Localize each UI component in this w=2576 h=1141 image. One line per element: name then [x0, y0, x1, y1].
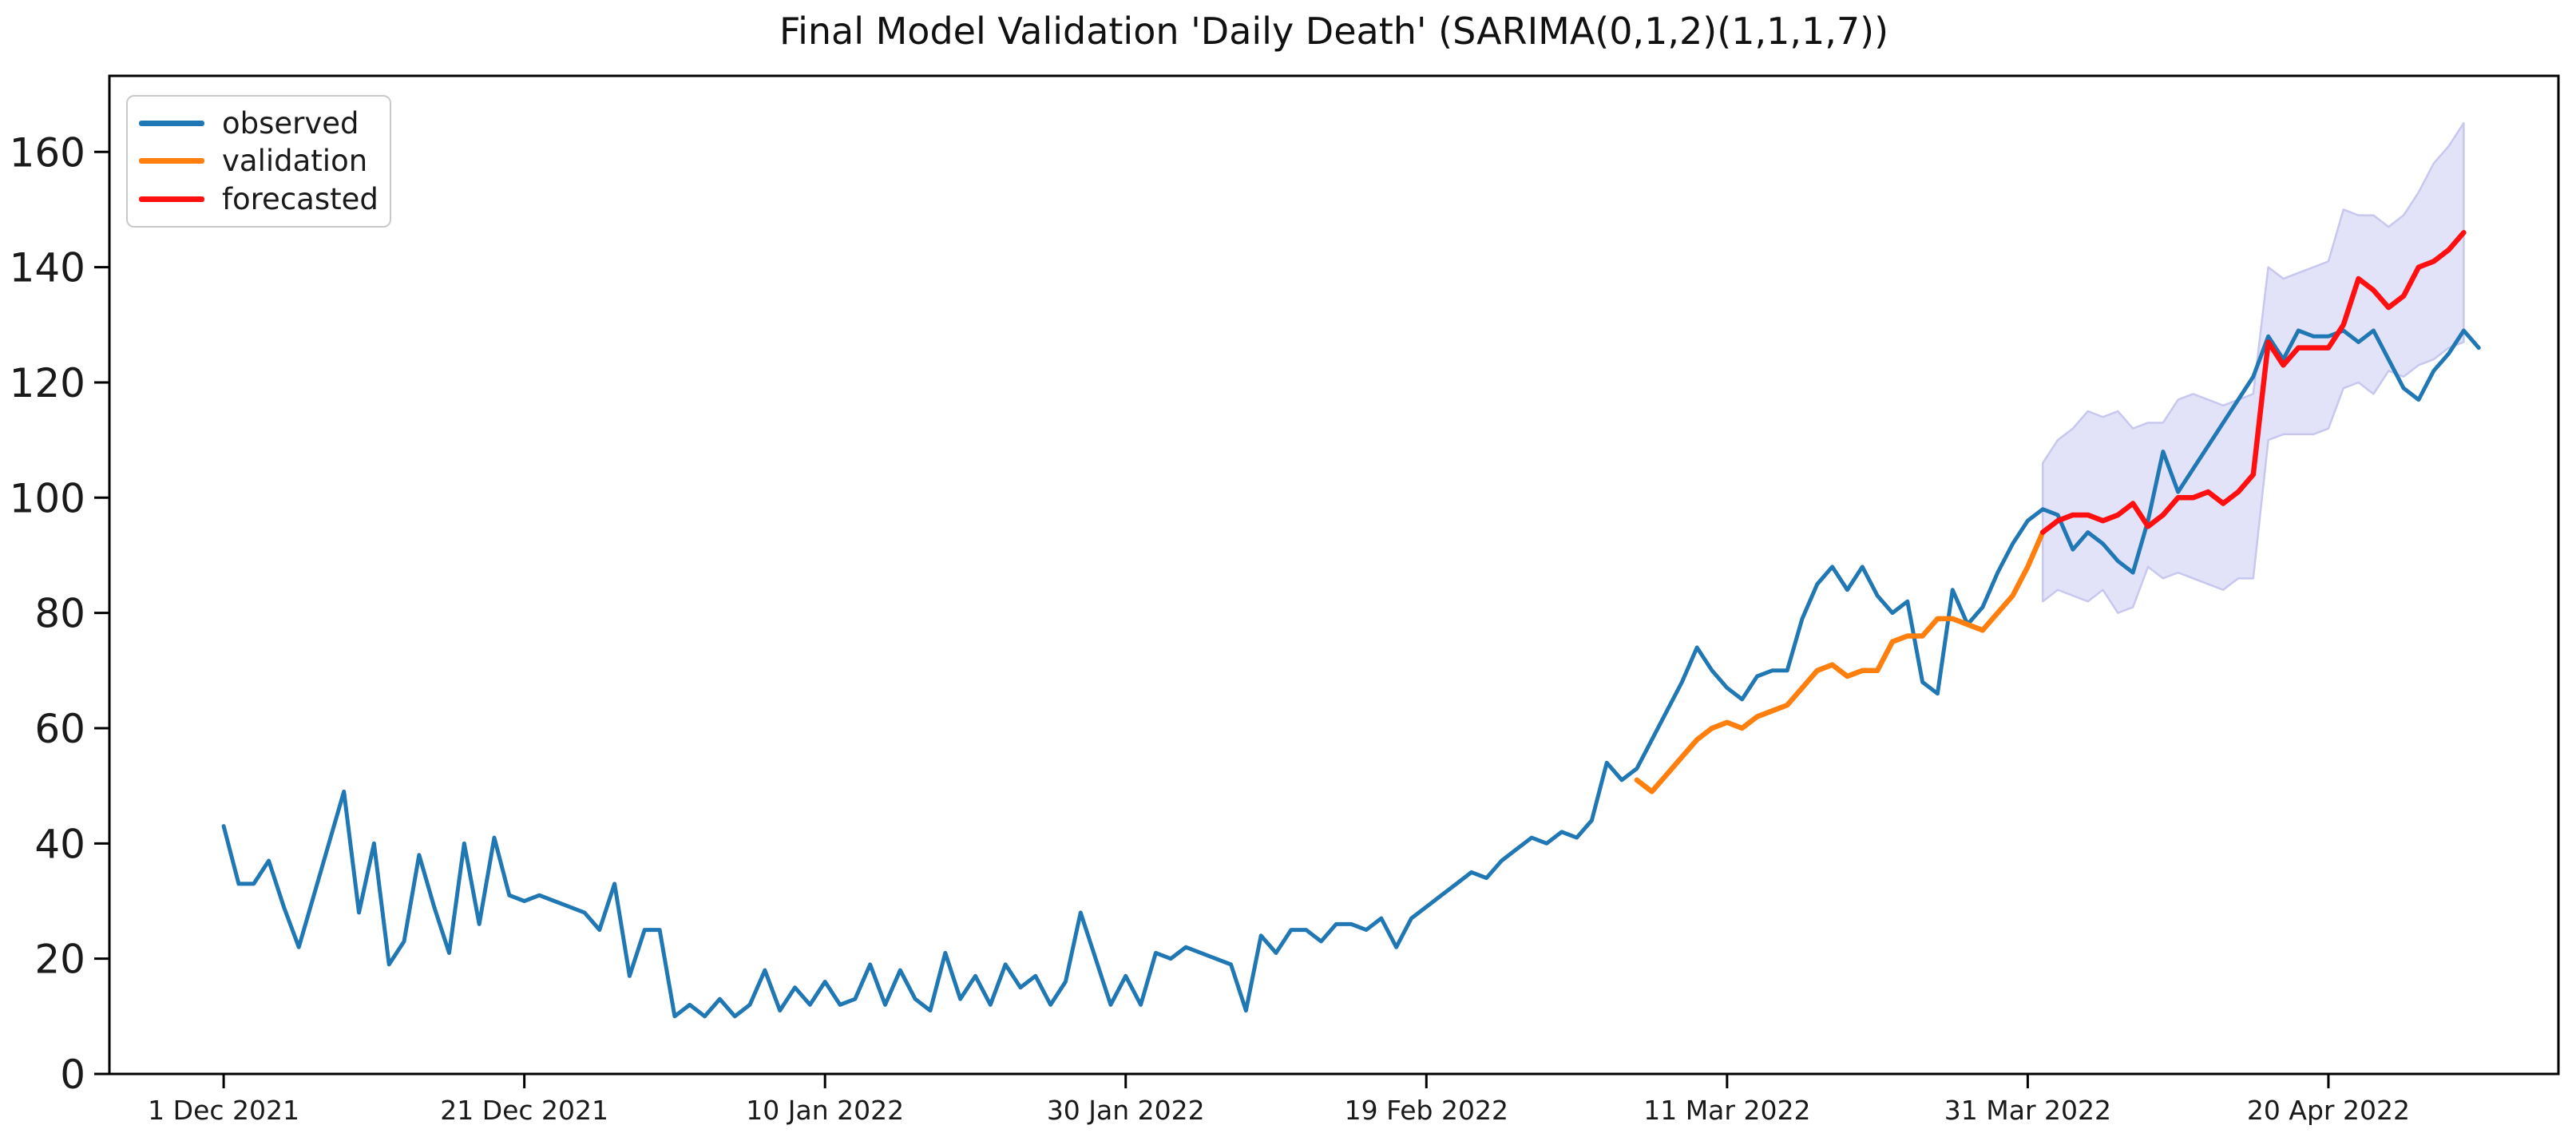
chart-title: Final Model Validation 'Daily Death' (SA…: [779, 10, 1889, 53]
validation-line-swatch: [139, 158, 204, 164]
x-tick-label: 21 Dec 2021: [440, 1095, 608, 1126]
y-tick-label: 140: [10, 245, 85, 291]
legend-item-observed: observed: [139, 109, 385, 138]
legend-label-observed: observed: [222, 106, 359, 141]
y-tick-label: 120: [10, 360, 85, 406]
observed-line-swatch: [139, 121, 204, 127]
y-tick-label: 20: [34, 937, 85, 983]
x-tick-label: 31 Mar 2022: [1944, 1095, 2111, 1126]
y-tick-label: 160: [10, 129, 85, 176]
confidence-band: [2041, 121, 2465, 614]
legend-item-forecasted: forecasted: [139, 184, 385, 214]
x-tick-label: 30 Jan 2022: [1047, 1095, 1205, 1126]
observed-line: [221, 328, 2481, 1019]
y-tick-label: 100: [10, 475, 85, 521]
forecasted-line: [2039, 230, 2467, 535]
plot-frame: [108, 74, 2560, 1076]
y-tick-label: 40: [34, 821, 85, 867]
legend-item-validation: validation: [139, 146, 385, 176]
validation-line: [1634, 529, 2046, 794]
y-tick-label: 60: [34, 706, 85, 752]
y-tick-label: 80: [34, 591, 85, 637]
x-axis: 1 Dec 2021 21 Dec 2021 10 Jan 2022 30 Jan 2…: [148, 1074, 2410, 1126]
y-tick-label: 0: [60, 1052, 85, 1098]
x-tick-label: 11 Mar 2022: [1643, 1095, 1810, 1126]
legend: observed validation forecasted: [126, 95, 391, 228]
legend-label-forecasted: forecasted: [222, 181, 378, 216]
y-axis: 0 20 40 60 80 100 120 140 160: [10, 129, 109, 1098]
legend-label-validation: validation: [222, 144, 368, 179]
x-tick-label: 20 Apr 2022: [2247, 1095, 2410, 1126]
x-tick-label: 19 Feb 2022: [1345, 1095, 1508, 1126]
x-tick-label: 10 Jan 2022: [746, 1095, 904, 1126]
x-tick-label: 1 Dec 2021: [148, 1095, 299, 1126]
forecasted-line-swatch: [139, 196, 204, 202]
